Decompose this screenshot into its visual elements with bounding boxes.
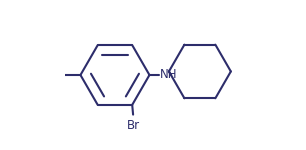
Text: Br: Br (127, 119, 140, 132)
Text: NH: NH (159, 69, 177, 81)
